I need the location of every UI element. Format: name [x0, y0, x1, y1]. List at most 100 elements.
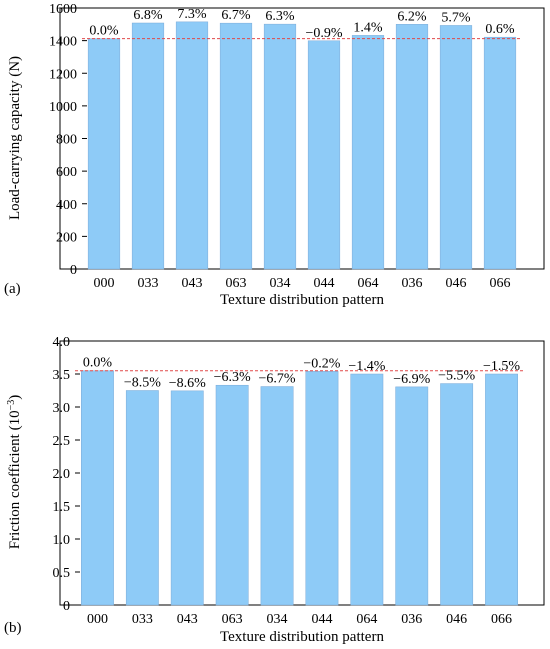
- b-data-label: −6.7%: [259, 372, 296, 387]
- b-bar: [305, 371, 339, 606]
- a-bar: [483, 36, 517, 270]
- panel-b-data-labels: 0.0%−8.5% −8.6% −6.3% −6.7%−0.2% −1.4%−6.9% −…: [83, 356, 521, 391]
- b-data-label: −6.3%: [214, 370, 251, 385]
- b-data-label: −1.5%: [483, 359, 520, 374]
- panel-a-bars: [87, 21, 517, 270]
- panel-b-y-axis-title: Friction coefficient (10−3): [6, 395, 24, 550]
- b-data-label: −6.9%: [393, 372, 430, 387]
- b-data-label: −1.4%: [348, 359, 385, 374]
- panel-a-x-axis-title: Texture distribution pattern: [220, 292, 384, 308]
- b-bar: [170, 390, 204, 606]
- b-x-tick-label: 044: [311, 612, 332, 627]
- panel-a-label: (a): [4, 281, 21, 297]
- panel-a-y-ticks: 0 200 400 600 800 1000 1200 1400 1600: [49, 2, 87, 278]
- a-x-tick-label: 046: [446, 276, 467, 291]
- panel-a-x-ticks: 000 033 043 063 034 044 064 036 046 066: [94, 276, 511, 291]
- panel-b-y-axis-title-sup: −3: [6, 400, 17, 411]
- a-bar: [439, 25, 473, 270]
- a-x-tick-label: 033: [138, 276, 159, 291]
- b-x-tick-label: 064: [356, 612, 377, 627]
- a-bar: [395, 24, 429, 270]
- a-x-tick-label: 066: [490, 276, 511, 291]
- panel-b-y-ticks: 0 0.5 1.0 1.5 2.0 2.5 3.0 3.5 4.0: [53, 335, 80, 614]
- a-y-tick-label: 800: [56, 133, 77, 148]
- a-data-label: 1.4%: [353, 20, 383, 35]
- panel-b-x-axis-title: Texture distribution pattern: [220, 629, 384, 645]
- a-x-tick-label: 000: [94, 276, 115, 291]
- panel-a-y-axis-title: Load-carrying capacity (N): [7, 56, 23, 220]
- b-bar: [395, 386, 429, 606]
- b-bar: [350, 373, 384, 606]
- b-y-tick-label: 0: [63, 599, 70, 614]
- b-x-tick-label: 066: [491, 612, 512, 627]
- panel-a-data-labels: 0.0% 6.8% 7.3% 6.7% 6.3% −0.9% 1.4% 6.2% 5.7% 0.6…: [89, 7, 515, 41]
- b-bar: [81, 370, 114, 606]
- b-bar: [125, 390, 159, 606]
- panel-b-y-axis-title-end: ): [7, 395, 23, 400]
- a-data-label: 6.3%: [265, 9, 295, 24]
- b-y-tick-label: 3.0: [53, 401, 71, 416]
- panel-b-bars: [81, 370, 518, 606]
- b-data-label: −0.2%: [303, 356, 340, 371]
- a-y-tick-label: 0: [70, 263, 77, 278]
- a-y-tick-label: 400: [56, 198, 77, 213]
- a-bar: [219, 22, 253, 270]
- b-y-tick-label: 2.0: [53, 467, 71, 482]
- b-bar: [215, 384, 249, 606]
- b-x-tick-label: 063: [222, 612, 243, 627]
- b-y-tick-label: 1.5: [53, 500, 71, 515]
- b-y-tick-label: 0.5: [53, 566, 71, 581]
- a-y-tick-label: 1000: [49, 100, 77, 115]
- b-bar: [260, 386, 294, 606]
- a-y-tick-label: 1600: [49, 2, 77, 17]
- b-x-tick-label: 043: [177, 612, 198, 627]
- b-data-label: −5.5%: [438, 369, 475, 384]
- panel-b-x-ticks: 000 033 043 063 034 044 064 036 046 066: [87, 612, 512, 627]
- a-bar: [263, 23, 297, 270]
- a-data-label: 0.0%: [89, 24, 119, 39]
- a-y-tick-label: 600: [56, 165, 77, 180]
- b-data-label: −8.6%: [169, 376, 206, 391]
- a-data-label: 6.8%: [133, 8, 163, 23]
- a-y-tick-label: 1400: [49, 35, 77, 50]
- b-y-tick-label: 2.5: [53, 434, 71, 449]
- a-x-tick-label: 044: [314, 276, 335, 291]
- a-bar: [131, 22, 165, 270]
- a-bar: [307, 40, 341, 270]
- b-data-label: 0.0%: [83, 356, 113, 371]
- b-bar: [485, 373, 518, 606]
- a-data-label: −0.9%: [305, 26, 342, 41]
- b-x-tick-label: 000: [87, 612, 108, 627]
- panel-b-plot-frame: [59, 340, 545, 606]
- panel-a-plot-frame: [59, 7, 545, 270]
- a-bar: [351, 35, 385, 270]
- a-x-tick-label: 043: [182, 276, 203, 291]
- a-bar: [87, 38, 121, 270]
- panel-b: 0 0.5 1.0 1.5 2.0 2.5 3.0 3.5 4.0 0.0% −8.5% −8.6%…: [4, 335, 545, 645]
- b-x-tick-label: 034: [267, 612, 288, 627]
- a-data-label: 6.2%: [397, 9, 427, 24]
- a-data-label: 5.7%: [441, 10, 471, 25]
- b-x-tick-label: 046: [446, 612, 467, 627]
- a-data-label: 7.3%: [177, 7, 207, 22]
- panel-a: 0 200 400 600 800 1000 1200 1400 1600 0.0% 6.8% 7.…: [4, 2, 545, 308]
- b-y-tick-label: 4.0: [53, 335, 71, 350]
- a-y-tick-label: 1200: [49, 67, 77, 82]
- panel-b-y-axis-title-main: Friction coefficient (10: [7, 410, 23, 549]
- b-bar: [440, 383, 474, 606]
- b-data-label: −8.5%: [124, 376, 161, 391]
- a-bar: [175, 21, 209, 270]
- a-y-tick-label: 200: [56, 230, 77, 245]
- b-y-tick-label: 1.0: [53, 533, 71, 548]
- a-data-label: 0.6%: [485, 22, 515, 37]
- b-x-tick-label: 036: [401, 612, 422, 627]
- a-x-tick-label: 064: [358, 276, 379, 291]
- b-y-tick-label: 3.5: [53, 368, 71, 383]
- a-x-tick-label: 036: [402, 276, 423, 291]
- a-x-tick-label: 034: [270, 276, 291, 291]
- b-x-tick-label: 033: [132, 612, 153, 627]
- panel-b-label: (b): [4, 620, 22, 636]
- a-x-tick-label: 063: [226, 276, 247, 291]
- a-data-label: 6.7%: [221, 8, 251, 23]
